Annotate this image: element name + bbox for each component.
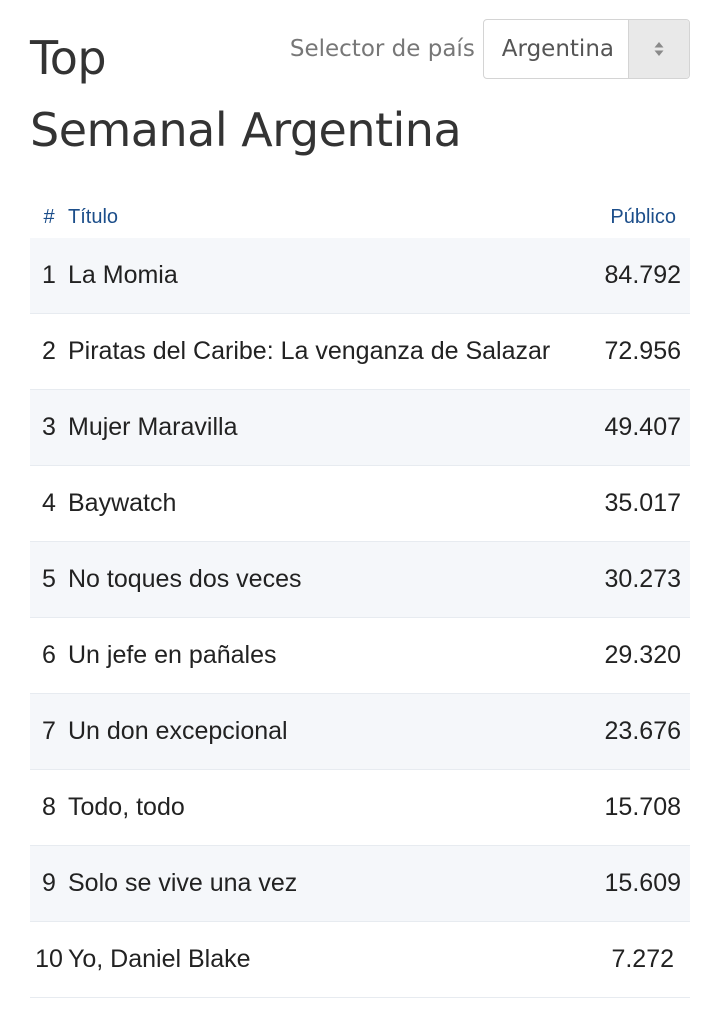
row-title: Mujer Maravilla xyxy=(68,413,238,441)
row-rank: 3 xyxy=(42,413,56,441)
row-title: Un don excepcional xyxy=(68,717,288,745)
table-row: 2 Piratas del Caribe: La venganza de Sal… xyxy=(30,314,690,390)
row-title: La Momia xyxy=(68,261,178,289)
row-title: Solo se vive una vez xyxy=(68,869,298,897)
row-audience: 7.272 xyxy=(611,945,674,973)
row-rank: 9 xyxy=(42,869,56,897)
table-row: 1 La Momia 84.792 xyxy=(30,238,690,314)
row-audience: 23.676 xyxy=(604,717,681,745)
table-row: 10 Yo, Daniel Blake 7.272 xyxy=(30,922,690,998)
row-audience: 72.956 xyxy=(604,337,681,365)
country-selector-label: Selector de país xyxy=(289,36,475,62)
column-header-rank[interactable]: # xyxy=(43,205,55,228)
page-title: Top Semanal Argentina xyxy=(30,22,462,166)
row-audience: 29.320 xyxy=(604,641,681,669)
row-title: No toques dos veces xyxy=(68,565,302,593)
page-title-line-2: Semanal Argentina xyxy=(30,103,462,157)
up-down-arrows-icon[interactable] xyxy=(628,20,689,78)
page-title-line-1: Top xyxy=(30,31,107,85)
row-title: Un jefe en pañales xyxy=(68,641,277,669)
table-row: 5 No toques dos veces 30.273 xyxy=(30,542,690,618)
row-audience: 15.609 xyxy=(604,869,681,897)
row-audience: 49.407 xyxy=(604,413,681,441)
row-audience: 30.273 xyxy=(604,565,681,593)
row-title: Todo, todo xyxy=(68,793,185,821)
row-title: Baywatch xyxy=(68,489,177,517)
table-header: # Título Público xyxy=(30,196,690,238)
column-header-audience[interactable]: Público xyxy=(610,205,676,228)
row-audience: 84.792 xyxy=(604,261,681,289)
row-title: Piratas del Caribe: La venganza de Salaz… xyxy=(68,337,551,365)
row-audience: 35.017 xyxy=(604,489,681,517)
table-row: 8 Todo, todo 15.708 xyxy=(30,770,690,846)
row-rank: 6 xyxy=(42,641,56,669)
country-select-value: Argentina xyxy=(501,36,614,62)
row-rank: 10 xyxy=(35,945,63,973)
row-rank: 5 xyxy=(42,565,56,593)
country-select[interactable]: Argentina xyxy=(482,19,690,79)
row-title: Yo, Daniel Blake xyxy=(68,945,251,973)
row-rank: 4 xyxy=(42,489,56,517)
country-selector: Selector de país Argentina xyxy=(290,19,690,79)
row-audience: 15.708 xyxy=(604,793,681,821)
weekly-top-table: # Título Público 1 La Momia 84.792 2 Pir… xyxy=(30,196,690,998)
column-header-title[interactable]: Título xyxy=(68,205,119,228)
table-row: 7 Un don excepcional 23.676 xyxy=(30,694,690,770)
row-rank: 2 xyxy=(42,337,56,365)
row-rank: 1 xyxy=(42,261,56,289)
row-rank: 8 xyxy=(42,793,56,821)
table-row: 4 Baywatch 35.017 xyxy=(30,466,690,542)
row-rank: 7 xyxy=(42,717,56,745)
table-row: 3 Mujer Maravilla 49.407 xyxy=(30,390,690,466)
table-row: 9 Solo se vive una vez 15.609 xyxy=(30,846,690,922)
table-row: 6 Un jefe en pañales 29.320 xyxy=(30,618,690,694)
